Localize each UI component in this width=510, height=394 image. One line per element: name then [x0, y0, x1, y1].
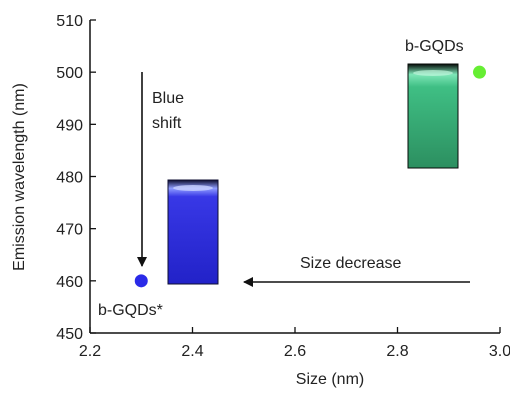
y-tick-label: 460: [56, 274, 83, 291]
x-axis-title: Size (nm): [296, 371, 364, 388]
blue-shift-annotation: Blue shift: [137, 72, 184, 267]
x-tick-label: 3.0: [489, 343, 510, 360]
x-tick-label: 2.4: [181, 343, 203, 360]
y-tick-label: 510: [56, 13, 83, 30]
blue-shift-label-line2: shift: [152, 115, 182, 132]
data-point-b-gqds-star: [134, 274, 148, 288]
point-label-b-gqds: b-GQDs: [405, 38, 464, 55]
y-tick-label: 470: [56, 222, 83, 239]
y-ticks: 450 460 470 480 490 500 510: [56, 13, 96, 343]
blue-vial-photo: [167, 179, 219, 285]
x-tick-label: 2.6: [284, 343, 306, 360]
data-point-b-gqds: [473, 65, 486, 79]
point-label-b-gqds-star: b-GQDs*: [98, 302, 163, 319]
size-decrease-annotation: Size decrease: [243, 255, 470, 287]
green-vial-photo: [407, 63, 459, 169]
y-axis-title: Emission wavelength (nm): [11, 83, 28, 271]
blue-shift-label-line1: Blue: [152, 90, 184, 107]
y-tick-label: 490: [56, 117, 83, 134]
x-tick-label: 2.2: [79, 343, 101, 360]
y-tick-label: 500: [56, 65, 83, 82]
data-points: [134, 65, 486, 288]
x-ticks: 2.2 2.4 2.6 2.8 3.0: [79, 327, 510, 360]
y-tick-label: 450: [56, 326, 83, 343]
size-decrease-label: Size decrease: [300, 255, 401, 272]
y-tick-label: 480: [56, 170, 83, 187]
x-tick-label: 2.8: [386, 343, 408, 360]
